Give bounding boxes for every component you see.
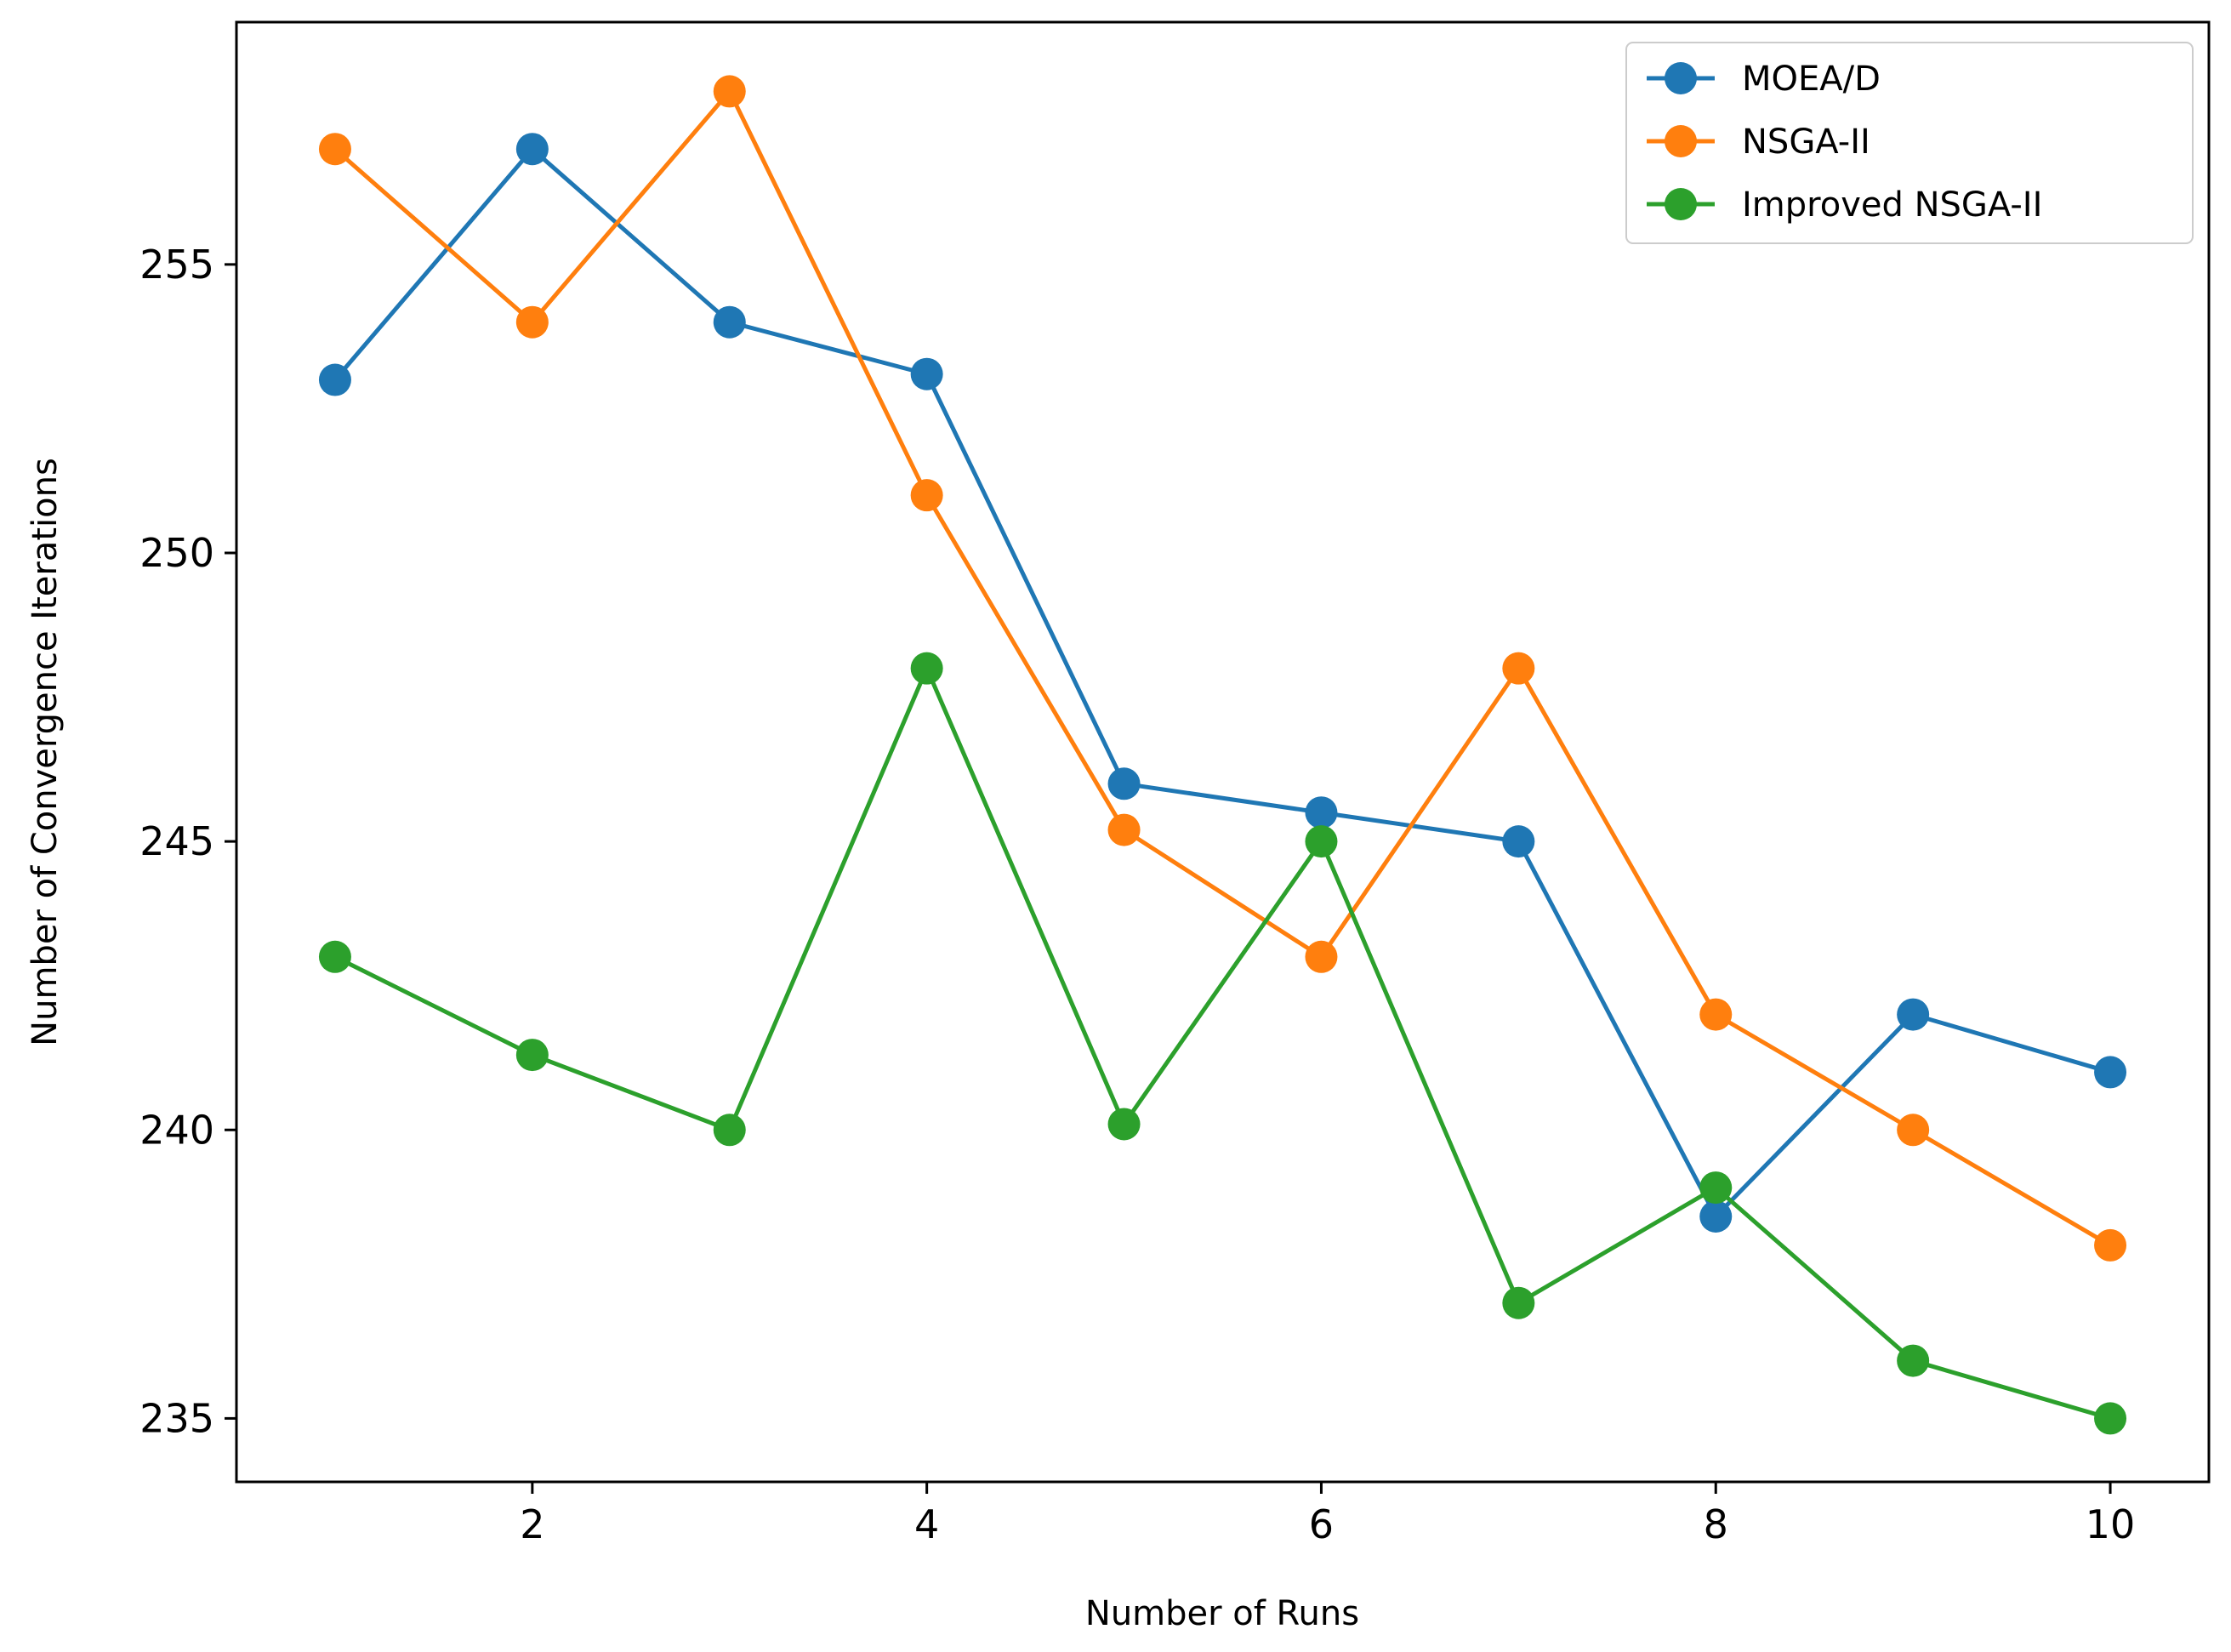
series-0 <box>318 133 2127 1233</box>
data-point <box>1107 767 1141 800</box>
data-point <box>1107 813 1141 846</box>
data-point <box>318 363 351 396</box>
x-tick-label: 2 <box>520 1501 544 1547</box>
data-point <box>1305 796 1338 829</box>
x-tick-label: 10 <box>2086 1501 2136 1547</box>
y-axis-label: Number of Convergence Iterations <box>26 458 65 1046</box>
series-2 <box>318 652 2127 1435</box>
data-point <box>713 305 746 339</box>
data-point <box>1305 825 1338 858</box>
x-tick-label: 4 <box>914 1501 939 1547</box>
legend-label: NSGA-II <box>1742 122 1870 162</box>
data-point <box>318 133 351 166</box>
data-point <box>515 1039 549 1072</box>
y-tick-label: 250 <box>139 530 214 576</box>
x-tick-label: 8 <box>1704 1501 1728 1547</box>
data-point <box>1502 652 1535 685</box>
data-point <box>1699 1200 1733 1233</box>
legend-item: NSGA-II <box>1647 122 1870 162</box>
data-point <box>2094 1228 2127 1262</box>
series-1 <box>318 75 2127 1262</box>
legend-box <box>1625 42 2194 244</box>
data-point <box>713 75 746 108</box>
data-point <box>1897 1114 1930 1147</box>
series-line <box>333 146 2111 1219</box>
legend-item: MOEA/D <box>1647 60 1881 99</box>
data-point <box>910 479 943 512</box>
plot-area <box>235 20 2211 1484</box>
data-point <box>1699 998 1733 1031</box>
series-line <box>333 666 2111 1421</box>
legend-marker <box>1665 188 1697 220</box>
y-tick-label: 240 <box>139 1107 214 1153</box>
data-point <box>2094 1056 2127 1089</box>
legend: MOEA/D NSGA-II Improved NSGA-II <box>1625 42 2194 244</box>
x-tick-label: 6 <box>1309 1501 1334 1547</box>
series-line <box>333 88 2112 1248</box>
legend-label: Improved NSGA-II <box>1742 185 2042 225</box>
x-axis-label: Number of Runs <box>1085 1594 1359 1633</box>
data-point <box>515 305 549 339</box>
legend-item: Improved NSGA-II <box>1647 185 2042 225</box>
data-point <box>1305 940 1338 973</box>
legend-marker <box>1665 62 1697 94</box>
data-point <box>713 1114 746 1147</box>
data-point <box>1897 998 1930 1031</box>
y-tick-label: 245 <box>139 818 214 864</box>
legend-label: MOEA/D <box>1742 60 1881 99</box>
data-point <box>1699 1171 1733 1205</box>
data-point <box>318 940 351 973</box>
legend-marker <box>1665 125 1697 157</box>
data-point <box>1502 1286 1535 1319</box>
axes: 2 4 6 8 10 235 240 245 250 255 <box>139 242 2135 1547</box>
data-point <box>2094 1402 2127 1435</box>
data-point <box>910 652 943 685</box>
data-point <box>910 357 943 390</box>
y-tick-label: 255 <box>139 242 214 288</box>
data-point <box>515 133 549 166</box>
series-group <box>318 75 2127 1435</box>
y-tick-label: 235 <box>139 1395 214 1441</box>
data-point <box>1502 825 1535 858</box>
data-point <box>1897 1344 1930 1377</box>
data-point <box>1107 1108 1141 1141</box>
